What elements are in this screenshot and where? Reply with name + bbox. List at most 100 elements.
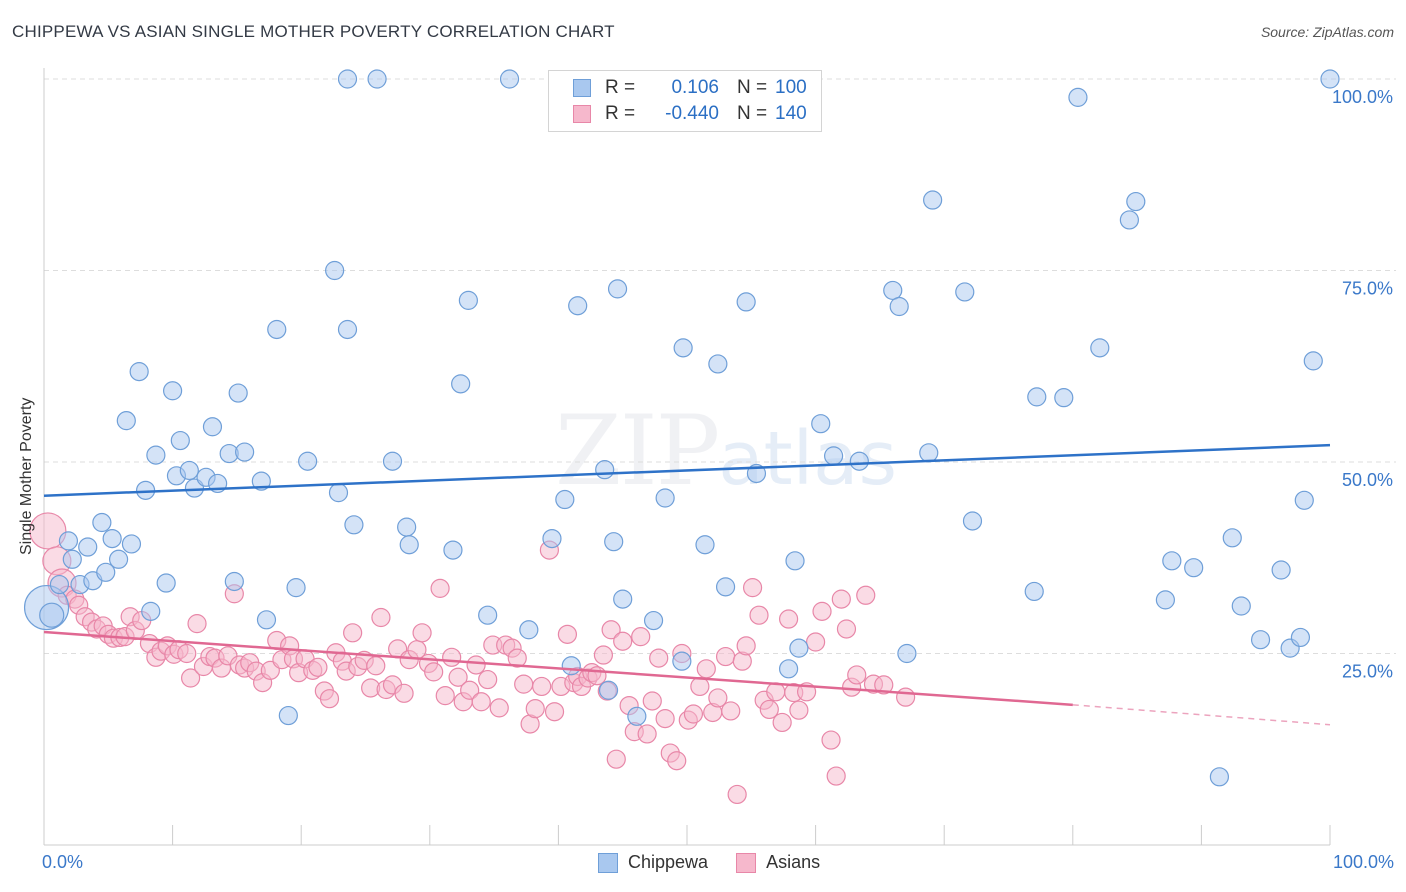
chippewa-point [598, 680, 619, 700]
chippewa-point [897, 643, 917, 664]
chippewa-point [555, 489, 575, 510]
chippewa-point [116, 411, 136, 431]
chippewa-point [451, 374, 471, 394]
asians-point [715, 646, 736, 667]
chippewa-point [883, 280, 903, 301]
asians-point [896, 687, 916, 707]
chippewa-point [96, 562, 116, 582]
chippewa-point [170, 430, 190, 451]
chippewa-point [1024, 581, 1044, 602]
chippewa-point [627, 706, 647, 726]
chippewa-point [129, 362, 149, 382]
chippewa-point [1222, 528, 1242, 548]
asians-point [789, 700, 809, 720]
chippewa-point [337, 69, 358, 89]
asians-point [831, 589, 851, 609]
asians-trend-line [43, 630, 1073, 707]
chippewa-point [595, 460, 615, 480]
chippewa-point [202, 417, 223, 437]
chippewa-point [328, 483, 349, 503]
chippewa-point [49, 574, 70, 595]
chippewa-point [146, 445, 166, 465]
y-axis-label: Single Mother Poverty [18, 397, 35, 555]
asians-point [749, 605, 769, 625]
asians-point [642, 691, 662, 711]
asians-point [430, 578, 450, 598]
asians-point [507, 648, 527, 668]
chippewa-point [736, 292, 756, 312]
asians-point [759, 699, 779, 720]
chippewa-point [542, 528, 562, 549]
legend-n-label: N = [737, 103, 768, 124]
legend-r-label: R = [605, 77, 636, 98]
asians-point [821, 730, 841, 750]
asians-point [412, 623, 432, 643]
asians-point [836, 619, 857, 639]
bottom-legend-label-asians: Asians [766, 852, 821, 872]
chippewa-point [1126, 191, 1146, 212]
asians-point [343, 623, 363, 643]
chippewa-point [1162, 551, 1182, 571]
chippewa-point [613, 589, 633, 609]
legend-swatch-asians [573, 105, 591, 123]
chippewa-point [708, 354, 728, 374]
asians-point [525, 699, 545, 719]
chippewa-point [367, 69, 387, 89]
legend-box: R = 0.106 N = 100 R = -0.440 N = 140 [548, 70, 822, 132]
chippewa-point [92, 512, 112, 533]
chippewa-point [78, 537, 98, 557]
asians-point [667, 751, 687, 771]
chippewa-point [156, 573, 176, 593]
asians-point [435, 686, 455, 706]
chippewa-point [108, 549, 129, 569]
chippewa-point [607, 279, 628, 299]
chippewa-point [519, 620, 539, 640]
watermark-zip: ZIP [555, 395, 720, 507]
chippewa-point [278, 705, 298, 726]
bottom-legend: Chippewa Asians [598, 852, 848, 873]
legend-n-label: N = [737, 77, 768, 98]
asians-point [721, 701, 741, 721]
bottom-legend-item-chippewa[interactable]: Chippewa [598, 852, 708, 873]
chippewa-point [1294, 490, 1314, 510]
bottom-legend-item-asians[interactable]: Asians [736, 852, 820, 873]
chippewa-point [789, 638, 809, 658]
bottom-legend-label-chippewa: Chippewa [628, 852, 709, 872]
chippewa-point [1290, 627, 1311, 648]
chippewa-point [778, 659, 799, 679]
asians-point [514, 674, 534, 694]
asians-point [557, 624, 578, 644]
asians-point [532, 676, 552, 697]
chippewa-point [179, 460, 199, 481]
bottom-legend-swatch-asians [736, 852, 757, 873]
asians-point [308, 657, 328, 677]
asians-point [466, 655, 486, 675]
chippewa-point [1209, 767, 1230, 787]
chippewa-point [286, 578, 306, 598]
asians-point [606, 749, 626, 769]
chippewa-point [499, 69, 520, 89]
chippewa-point [1027, 387, 1047, 407]
asians-point [442, 647, 462, 667]
chippewa-point [955, 282, 975, 302]
asians-point [593, 645, 614, 665]
chippewa-point [344, 515, 364, 535]
asians-point [424, 662, 444, 682]
asians-point [319, 689, 340, 709]
asians-point [874, 675, 894, 695]
chippewa-point [1090, 338, 1110, 358]
chart-title: CHIPPEWA VS ASIAN SINGLE MOTHER POVERTY … [12, 22, 615, 41]
legend-r-value: -0.440 [665, 103, 719, 124]
asians-point [613, 631, 633, 651]
chippewa-point [919, 443, 939, 463]
legend-row-asians: R = -0.440 N = 140 [573, 102, 807, 126]
asians-point [683, 704, 704, 724]
chippewa-point [1068, 87, 1088, 107]
chippewa-point [228, 383, 248, 403]
source-label: Source: ZipAtlas.com [1260, 24, 1394, 40]
chippewa-point [655, 488, 675, 508]
asians-trend-extension [1072, 704, 1331, 726]
chippewa-point [604, 532, 624, 552]
asians-point [587, 666, 607, 686]
